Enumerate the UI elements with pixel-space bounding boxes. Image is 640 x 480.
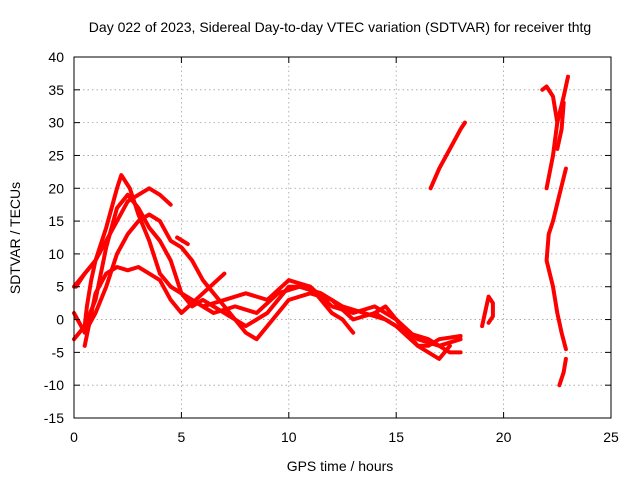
series-arc10 [428,120,467,191]
x-tick-label: 0 [70,429,78,445]
x-tick-label: 25 [603,429,619,445]
x-tick-label: 20 [496,429,512,445]
y-tick-label: 25 [48,147,64,163]
series-arc5 [72,186,173,289]
series-arc14 [555,100,566,151]
series-arc2 [72,192,452,361]
y-tick-label: -15 [44,410,64,426]
series-arc16 [557,356,568,388]
x-tick-label: 15 [388,429,404,445]
series-arc4 [82,265,227,348]
series-arc15 [544,166,568,352]
y-tick-label: -10 [44,377,64,393]
y-tick-label: 20 [48,180,64,196]
grid [74,57,611,418]
series-group [72,74,570,388]
series-arc8 [175,235,190,247]
series-arc13 [555,74,570,125]
y-axis-label: SDTVAR / TECUs [7,182,23,294]
y-tick-label: -5 [52,344,65,360]
y-tick-label: 0 [56,312,64,328]
y-tick-label: 15 [48,213,64,229]
y-tick-label: 35 [48,82,64,98]
x-axis-label: GPS time / hours [287,458,394,474]
plot-frame [73,56,612,419]
y-tick-label: 30 [48,115,64,131]
series-arc9 [372,304,463,348]
series-arc11 [480,294,495,329]
x-tick-label: 5 [178,429,186,445]
y-tick-label: 5 [56,279,64,295]
axes: 0 5 10 15 20 25 -15 -10 -5 0 5 10 15 20 25 30 35 40 [44,49,619,445]
y-tick-label: 10 [48,246,64,262]
chart-title: Day 022 of 2023, Sidereal Day-to-day VTE… [89,19,591,35]
series-arc7 [168,284,463,355]
x-tick-label: 10 [281,429,297,445]
y-tick-label: 40 [48,49,64,65]
series-arc12 [540,84,560,191]
series-arc6 [82,258,98,329]
